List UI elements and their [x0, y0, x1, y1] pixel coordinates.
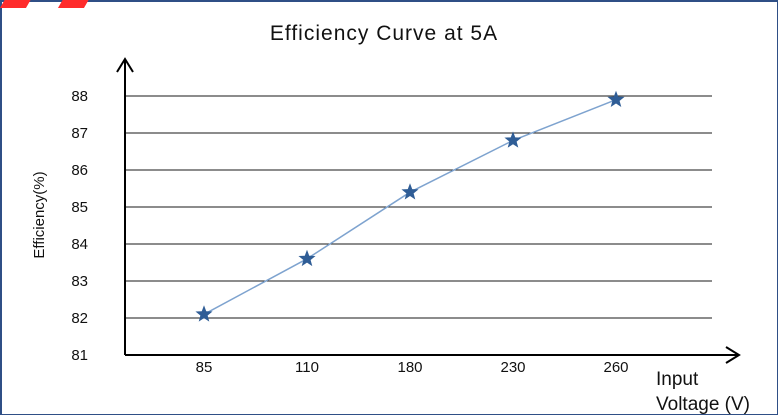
- chart-title: Efficiency Curve at 5A: [270, 22, 498, 45]
- data-point-star: [195, 305, 213, 322]
- y-tick-label: 84: [71, 236, 88, 253]
- x-tick-label: 110: [295, 359, 319, 376]
- x-tick-label: 230: [500, 359, 525, 376]
- series-efficiency: [195, 90, 625, 322]
- y-tick-labels: 81 82 83 84 85 86 87 88: [71, 88, 88, 364]
- y-axis-arrow: [116, 57, 134, 73]
- axes: [116, 57, 741, 364]
- y-tick-label: 88: [71, 88, 88, 105]
- x-axis-label-line2: Voltage (V): [656, 394, 750, 415]
- x-tick-label: 180: [397, 359, 422, 376]
- x-tick-label: 260: [603, 359, 628, 376]
- y-tick-label: 85: [71, 199, 88, 216]
- data-point-star: [401, 183, 419, 200]
- y-tick-label: 87: [71, 125, 88, 142]
- data-point-star: [298, 249, 316, 267]
- y-axis-label: Efficiency(%): [31, 171, 48, 258]
- x-tick-labels: 85 110 180 230 260: [196, 359, 629, 376]
- y-tick-label: 81: [71, 347, 88, 364]
- x-tick-label: 85: [196, 359, 213, 376]
- grid-lines: [125, 95, 712, 319]
- data-point-star: [607, 90, 625, 107]
- y-tick-label: 86: [71, 162, 88, 179]
- x-axis-arrow: [725, 346, 741, 364]
- y-tick-label: 83: [71, 273, 88, 290]
- y-tick-label: 82: [71, 310, 88, 327]
- data-point-star: [504, 131, 522, 148]
- x-axis-label-line1: Input: [656, 369, 699, 390]
